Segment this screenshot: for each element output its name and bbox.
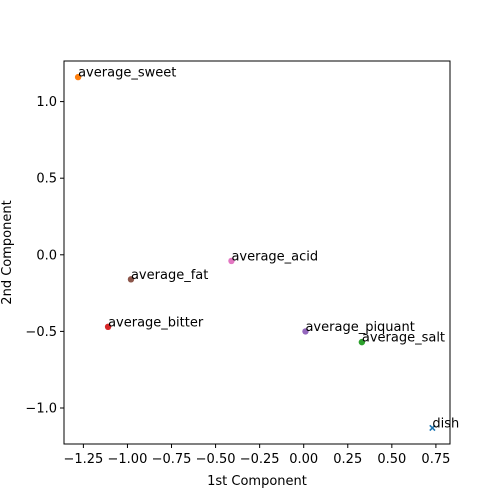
- x-tick-label: 0.25: [333, 452, 362, 467]
- point-label: average_salt: [362, 331, 445, 346]
- plot-frame: [63, 60, 451, 445]
- point-marker: [74, 73, 82, 81]
- x-tick-label: 0.75: [421, 452, 450, 467]
- point-label: average_fat: [131, 268, 208, 283]
- data-point: average_acid: [228, 249, 318, 264]
- data-point: dish: [429, 416, 459, 432]
- point-label: average_bitter: [108, 315, 204, 330]
- axis-ticks: −1.25 −1.00 −0.75 −0.50 −0.25 0.00 0.25 0.50 0.7…: [25, 95, 450, 467]
- x-tick-label: −0.75: [152, 452, 192, 467]
- x-tick-label: −1.25: [63, 452, 103, 467]
- data-point: average_bitter: [104, 315, 204, 331]
- y-tick-label: −1.0: [25, 401, 57, 416]
- point-marker: [127, 276, 135, 283]
- x-axis-label: 1st Component: [207, 474, 307, 489]
- y-axis-label: 2nd Component: [0, 200, 15, 304]
- data-point: average_piquant: [302, 320, 415, 335]
- x-tick-label: 0.50: [377, 452, 406, 467]
- data-point: average_salt: [358, 331, 445, 346]
- y-tick-label: 1.0: [36, 95, 57, 110]
- x-tick-label: 0.00: [289, 452, 318, 467]
- point-marker: [358, 338, 366, 346]
- data-point: average_sweet: [74, 66, 176, 81]
- y-tick-label: 0.0: [36, 248, 57, 263]
- point-marker: [302, 328, 309, 335]
- point-label: average_piquant: [305, 320, 414, 335]
- point-label: average_sweet: [78, 66, 176, 81]
- x-tick-label: −0.50: [196, 452, 236, 467]
- point-marker: [228, 257, 235, 265]
- y-tick-label: −0.5: [25, 325, 57, 340]
- point-label: average_acid: [231, 249, 318, 264]
- point-marker-x: [429, 424, 436, 432]
- point-label: dish: [432, 416, 459, 431]
- y-tick-label: 0.5: [36, 172, 57, 187]
- data-point: average_fat: [127, 268, 208, 283]
- x-tick-label: −0.25: [240, 452, 280, 467]
- data-points: dish average_sweet average_salt average_bit…: [74, 66, 459, 432]
- point-marker: [104, 323, 112, 331]
- x-tick-label: −1.00: [108, 452, 148, 467]
